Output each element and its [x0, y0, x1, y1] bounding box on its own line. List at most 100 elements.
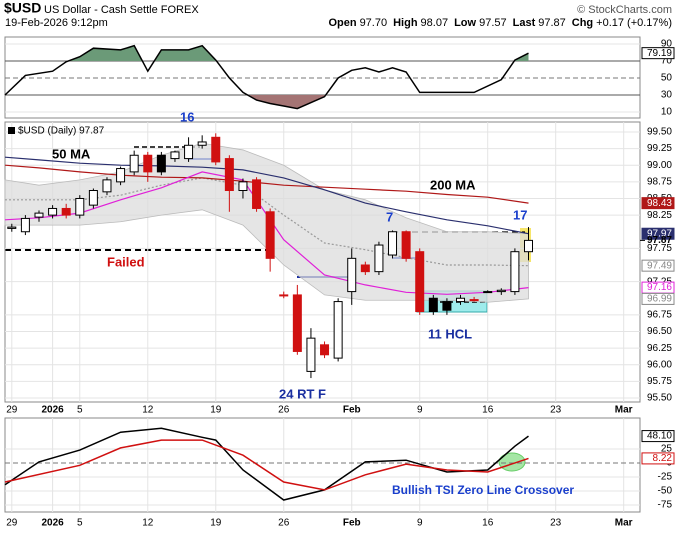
- candle-body: [524, 239, 534, 253]
- y-tick-label: -75: [658, 500, 673, 511]
- x-tick-label: 2026: [41, 405, 64, 416]
- candle-body: [48, 207, 58, 216]
- candle-body: [347, 257, 357, 293]
- annotation: 17: [513, 207, 527, 222]
- candle-body: [333, 301, 343, 359]
- y-tick-label: 97.75: [647, 243, 672, 254]
- candle-body: [483, 291, 493, 294]
- legend: $USD (Daily) 97.87: [18, 126, 105, 137]
- price-label: 8.22: [653, 453, 673, 464]
- y-tick-label: 50: [661, 73, 673, 84]
- candle-body: [7, 226, 17, 229]
- x-tick-label: Feb: [343, 405, 361, 416]
- candle-body: [306, 337, 316, 372]
- y-tick-label: 25: [661, 444, 673, 455]
- quote-label: Chg: [572, 17, 593, 29]
- candle-body: [170, 151, 180, 160]
- x-tick-label: 12: [142, 405, 154, 416]
- x-tick-label: 12: [142, 518, 154, 529]
- y-tick-label: 70: [661, 56, 673, 67]
- x-tick-label: 9: [417, 405, 423, 416]
- candle-body: [34, 212, 44, 218]
- date: 19-Feb-2026 9:12pm: [5, 17, 108, 29]
- candle-body: [292, 294, 302, 352]
- x-tick-label: Mar: [615, 405, 633, 416]
- x-tick-label: 19: [210, 518, 222, 529]
- candle-body: [102, 179, 112, 193]
- x-tick-label: 23: [550, 518, 562, 529]
- y-tick-label: 96.50: [647, 326, 672, 337]
- quote-value: 97.70: [360, 17, 388, 29]
- annotation: 24 RT F: [279, 386, 326, 401]
- y-tick-label: 95.75: [647, 376, 672, 387]
- x-tick-label: 5: [77, 518, 83, 529]
- panel-frame: [4, 417, 641, 513]
- x-tick-label: 16: [482, 518, 494, 529]
- highlight-ellipse: [498, 452, 526, 472]
- candle-body: [252, 179, 262, 209]
- candle-body: [224, 158, 234, 192]
- x-tick-label: Mar: [615, 518, 633, 529]
- candle-body: [156, 154, 166, 173]
- series-line: [4, 156, 529, 235]
- price-label-box: [641, 47, 675, 60]
- quote-value: 97.57: [479, 17, 507, 29]
- candle-body: [360, 264, 370, 273]
- annotation: 7: [386, 209, 393, 224]
- quote: Open 97.70 High 98.07 Low 97.57 Last 97.87 Chg +0…: [328, 17, 672, 29]
- annotation: 50 MA: [52, 146, 91, 161]
- candle-body: [469, 299, 479, 302]
- candle-body: [374, 244, 384, 273]
- candle-body: [20, 217, 30, 233]
- x-tick-label: 19: [210, 405, 222, 416]
- panel-frame: [4, 121, 641, 403]
- candle-body: [388, 231, 398, 256]
- series-line: [4, 164, 529, 204]
- x-tick-label: Feb: [343, 518, 361, 529]
- price-label: 96.99: [647, 294, 672, 305]
- y-tick-label: 95.50: [647, 393, 672, 404]
- x-tick-label: 9: [417, 518, 423, 529]
- x-tick-label: 23: [550, 405, 562, 416]
- candle-body: [61, 207, 71, 216]
- x-tick-label: 5: [77, 405, 83, 416]
- candle-body: [401, 231, 411, 259]
- price-label-box: [641, 452, 675, 465]
- x-tick-label: 16: [482, 405, 494, 416]
- price-label: 97.16: [647, 282, 672, 293]
- quote-label: High: [393, 17, 418, 29]
- oversold-fill: [5, 94, 529, 109]
- quote-value: 98.07: [421, 17, 449, 29]
- y-tick-label: 96.25: [647, 343, 672, 354]
- candle-body: [265, 211, 275, 259]
- series-line: [5, 177, 529, 267]
- candle-body: [129, 154, 139, 173]
- y-tick-label: 90: [661, 39, 673, 50]
- y-tick-label: -50: [658, 486, 673, 497]
- quote-label: Low: [454, 17, 476, 29]
- candle-body: [184, 144, 194, 160]
- price-label: 48.10: [647, 431, 672, 442]
- x-tick-label: 2026: [41, 518, 64, 529]
- x-tick-label: 29: [6, 518, 18, 529]
- y-tick-label: -25: [658, 472, 673, 483]
- y-tick-label: 99.00: [647, 160, 672, 171]
- series-line: [4, 439, 529, 491]
- candle-body: [211, 136, 221, 163]
- x-tick-label: 26: [278, 518, 290, 529]
- candle-body: [279, 294, 289, 297]
- series-line: [4, 171, 529, 295]
- candle-body: [197, 141, 207, 146]
- price-label-box: [641, 197, 675, 210]
- candle-body: [415, 251, 425, 313]
- quote-label: Open: [328, 17, 356, 29]
- series-line: [4, 44, 529, 110]
- x-tick-label: 26: [278, 405, 290, 416]
- annotation: Failed: [107, 254, 145, 269]
- candle-body: [88, 190, 98, 206]
- candle-body: [143, 154, 153, 173]
- candle-body: [456, 297, 466, 303]
- x-tick-label: 29: [6, 405, 18, 416]
- price-label-box: [641, 292, 675, 305]
